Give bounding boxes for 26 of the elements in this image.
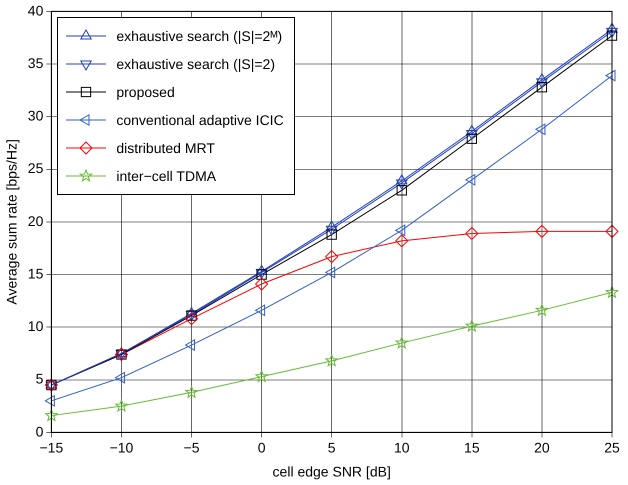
x-tick-label: −5 bbox=[184, 440, 200, 456]
x-tick-label: −10 bbox=[110, 440, 134, 456]
y-tick-label: 15 bbox=[28, 265, 44, 282]
y-tick-label: 0 bbox=[36, 423, 44, 440]
x-tick-label: 10 bbox=[394, 440, 410, 456]
legend-label: conventional adaptive ICIC bbox=[116, 112, 284, 128]
y-tick-label: 20 bbox=[28, 212, 44, 229]
legend-label: proposed bbox=[116, 84, 175, 100]
x-tick-label: 25 bbox=[604, 440, 620, 456]
y-tick-label: 5 bbox=[36, 370, 44, 387]
y-tick-label: 35 bbox=[28, 54, 44, 71]
x-tick-label: 20 bbox=[534, 440, 550, 456]
y-axis-title: Average sum rate [bps/Hz] bbox=[3, 139, 20, 305]
x-tick-label: −15 bbox=[39, 440, 64, 456]
y-tick-label: 40 bbox=[28, 2, 44, 18]
x-axis-title: cell edge SNR [dB] bbox=[272, 463, 391, 480]
legend-label: exhaustive search (|S|=2ᴹ) bbox=[116, 28, 282, 44]
x-tick-label: 0 bbox=[258, 440, 266, 456]
legend-label: distributed MRT bbox=[116, 140, 215, 156]
x-tick-label: 15 bbox=[464, 440, 480, 456]
y-tick-label: 30 bbox=[28, 108, 44, 124]
y-tick-label: 10 bbox=[28, 318, 44, 334]
x-tick-label: 5 bbox=[328, 440, 336, 456]
y-tick-label: 25 bbox=[28, 160, 44, 176]
legend-label: exhaustive search (|S|=2) bbox=[116, 56, 275, 72]
legend-label: inter−cell TDMA bbox=[116, 168, 216, 184]
